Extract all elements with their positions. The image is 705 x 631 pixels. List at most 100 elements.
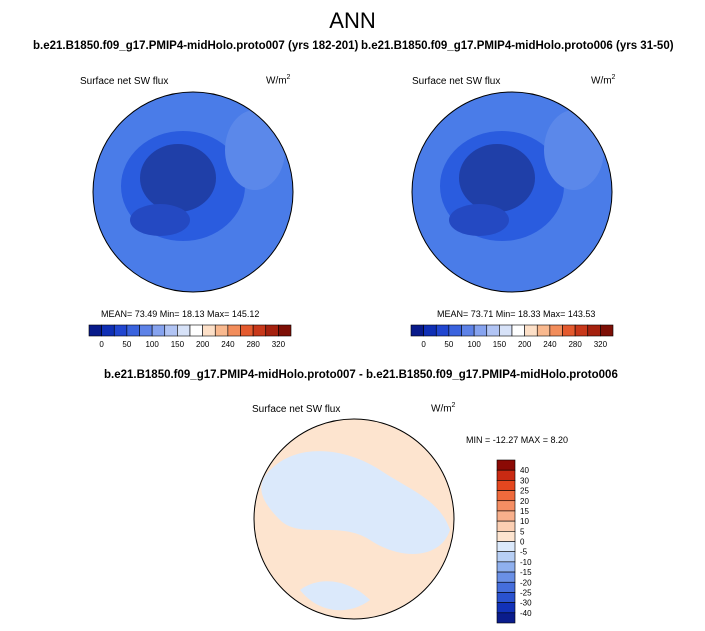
diff-colorbar-tick-label: -10 <box>520 558 532 567</box>
diff-colorbar-swatch <box>496 510 516 522</box>
left-map-core-region <box>140 144 216 212</box>
diff-colorbar-tick-label: -20 <box>520 578 532 587</box>
right-colorbar-swatch <box>435 324 450 337</box>
left-colorbar-tick-label: 280 <box>246 340 260 349</box>
left-colorbar-swatch <box>265 324 279 337</box>
left-colorbar-tick-label: 0 <box>99 340 104 349</box>
right-colorbar-tick-label: 150 <box>493 340 507 349</box>
left-colorbar-swatch <box>252 324 267 337</box>
diff-colorbar-tick-label: -15 <box>520 568 532 577</box>
diff-colorbar-tick-label: 10 <box>520 517 529 526</box>
diff-units-base: W/m <box>431 403 452 415</box>
right-colorbar-swatch <box>473 324 488 337</box>
diff-colorbar-swatch <box>496 592 516 603</box>
right-map-atlantic-region <box>544 110 604 190</box>
left-colorbar-swatch <box>202 324 216 337</box>
diff-stats: MIN = -12.27 MAX = 8.20 <box>466 435 569 445</box>
right-colorbar-swatch <box>410 324 424 337</box>
left-colorbar-swatch <box>214 324 229 337</box>
diff-colorbar-swatch <box>496 459 516 471</box>
left-units-base: W/m <box>266 75 287 87</box>
diff-colorbar-swatch <box>496 602 516 614</box>
right-map-core-region <box>459 144 535 212</box>
left-colorbar-tick-label: 100 <box>145 340 159 349</box>
left-stats: MEAN= 73.49 Min= 18.13 Max= 145.12 <box>101 309 260 319</box>
right-colorbar-tick-label: 50 <box>444 340 453 349</box>
left-map-border <box>92 91 294 293</box>
right-colorbar-swatch <box>536 324 551 337</box>
diff-colorbar-swatch <box>496 571 516 583</box>
left-colorbar-swatch <box>101 324 115 337</box>
diff-colorbar-tick-label: -5 <box>520 548 528 557</box>
right-colorbar-swatch <box>574 324 589 337</box>
right-colorbar-tick-label: 320 <box>594 340 608 349</box>
left-map-shelf-region <box>130 204 190 236</box>
right-colorbar-swatch <box>524 324 538 337</box>
left-map <box>92 91 294 293</box>
left-colorbar-tick-label: 240 <box>221 340 235 349</box>
diff-colorbar-swatch <box>496 561 516 573</box>
diff-colorbar-tick-label: 20 <box>520 497 529 506</box>
right-colorbar-swatch <box>499 324 513 337</box>
right-colorbar-tick-label: 240 <box>543 340 557 349</box>
diff-map-negative-region-south <box>300 581 370 611</box>
right-map-shelf-region <box>449 204 509 236</box>
left-variable: Surface net SW flux <box>80 76 169 87</box>
left-colorbar-swatch <box>126 324 140 337</box>
diff-colorbar-swatch <box>496 490 516 502</box>
diff-colorbar-tick-label: 5 <box>520 527 525 536</box>
right-colorbar-tick-label: 200 <box>518 340 532 349</box>
diff-colorbar-swatch <box>496 469 516 481</box>
diff-colorbar-tick-label: -25 <box>520 588 532 597</box>
left-colorbar-swatch <box>189 324 203 337</box>
left-colorbar: 0 50 100 150 200 240 280 320 <box>88 324 292 349</box>
right-colorbar-tick-label: 100 <box>467 340 481 349</box>
right-units-exp: 2 <box>611 74 616 81</box>
right-map-border <box>411 91 613 293</box>
diff-colorbar-swatch <box>496 612 516 624</box>
left-colorbar-tick-label: 50 <box>122 340 131 349</box>
diff-colorbar-swatch <box>496 520 516 532</box>
left-colorbar-swatch <box>278 324 292 337</box>
left-colorbar-swatch <box>151 324 166 337</box>
diff-colorbar-tick-label: 15 <box>520 507 529 516</box>
right-case-title: b.e21.B1850.f09_g17.PMIP4-midHolo.proto0… <box>361 40 674 52</box>
right-colorbar-swatch <box>461 324 475 337</box>
diff-case-title: b.e21.B1850.f09_g17.PMIP4-midHolo.proto0… <box>104 369 618 381</box>
diff-colorbar-swatch <box>496 500 516 512</box>
left-units-exp: 2 <box>286 74 291 81</box>
right-colorbar-swatch <box>486 324 500 337</box>
left-colorbar-swatch <box>240 324 254 337</box>
right-colorbar-swatch <box>448 324 462 337</box>
diff-colorbar-tick-label: 40 <box>520 466 529 475</box>
diff-colorbar-tick-label: 0 <box>520 538 525 547</box>
right-colorbar-swatch <box>511 324 525 337</box>
right-units-base: W/m <box>591 75 612 87</box>
right-map <box>411 91 613 293</box>
right-colorbar-swatch <box>549 324 563 337</box>
diff-map <box>253 418 455 620</box>
right-colorbar-tick-label: 280 <box>568 340 582 349</box>
left-case-title: b.e21.B1850.f09_g17.PMIP4-midHolo.proto0… <box>33 40 359 52</box>
left-colorbar-swatch <box>227 324 241 337</box>
diff-colorbar-tick-label: -40 <box>520 609 532 618</box>
diff-colorbar-swatch <box>496 551 516 563</box>
diff-units: W/m2 <box>431 402 455 414</box>
diff-colorbar-tick-label: 25 <box>520 487 529 496</box>
right-colorbar-swatch <box>423 324 437 337</box>
right-units: W/m2 <box>591 74 615 86</box>
main-title: ANN <box>329 8 376 33</box>
left-colorbar-tick-label: 200 <box>196 340 210 349</box>
right-colorbar: 0 50 100 150 200 240 280 320 <box>410 324 614 349</box>
diff-colorbar-tick-label: -30 <box>520 599 532 608</box>
left-units: W/m2 <box>266 74 290 86</box>
diff-colorbar-tick-label: 30 <box>520 476 529 485</box>
diff-map-border <box>253 418 455 620</box>
right-variable: Surface net SW flux <box>412 76 501 87</box>
diff-map-negative-region <box>261 451 450 554</box>
diff-colorbar-swatch <box>496 480 516 491</box>
right-colorbar-swatch <box>600 324 614 337</box>
left-colorbar-swatch <box>164 324 178 337</box>
diff-colorbar-swatch <box>496 531 516 542</box>
